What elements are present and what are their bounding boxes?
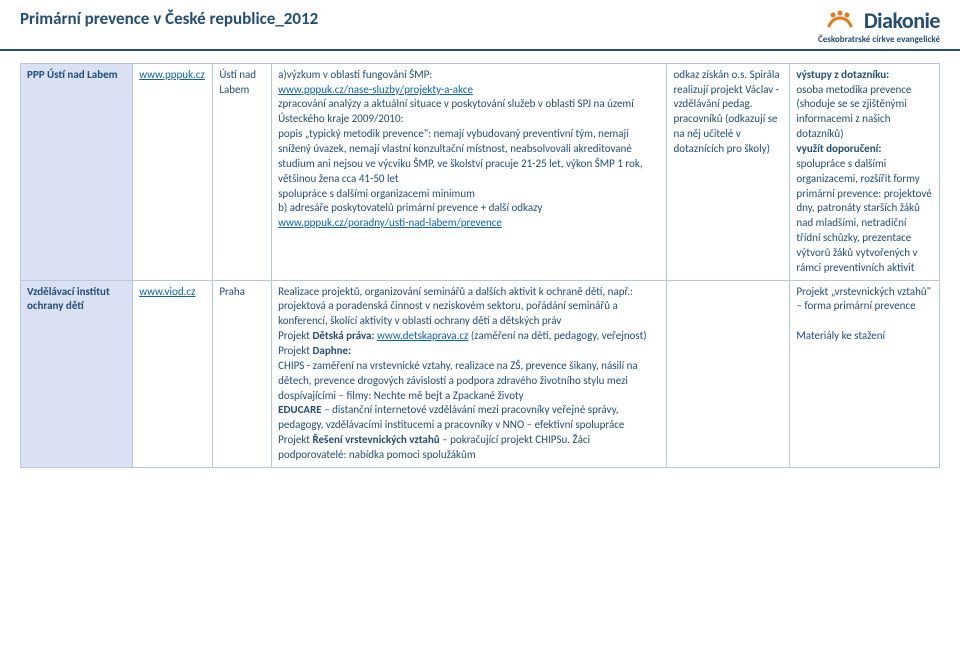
desc-text: Projekt	[278, 433, 312, 446]
logo-text: Diakonie	[864, 11, 940, 31]
desc-cell: a)výzkum v oblasti fungování ŠMP: www.pp…	[272, 63, 667, 280]
desc-text: Projekt	[278, 344, 312, 357]
out-text: osoba metodika prevence (shoduje se se z…	[796, 83, 933, 142]
desc-text: Projekt	[278, 329, 312, 342]
web-link[interactable]: www.pppuk.cz	[139, 68, 205, 81]
desc-bold: Řešení vrstevnických vztahů	[312, 433, 439, 446]
web-cell: www.pppuk.cz	[133, 63, 213, 280]
logo-subtitle: Českobratrské církve evangelické	[818, 34, 940, 45]
desc-bold: Dětská práva:	[312, 329, 377, 342]
org-cell: Vzdělávací institut ochrany dětí	[21, 280, 133, 467]
ref-cell	[667, 280, 790, 467]
table-row: PPP Ústí nad Labem www.pppuk.cz Ústí nad…	[21, 63, 940, 280]
out-heading: výstupy z dotazníku:	[796, 68, 889, 81]
out-text: Projekt „vrstevnických vztahů" – forma p…	[796, 285, 933, 315]
content-area: PPP Ústí nad Labem www.pppuk.cz Ústí nad…	[0, 51, 960, 480]
loc-cell: Praha	[213, 280, 272, 467]
desc-cell: Realizace projektů, organizování seminář…	[272, 280, 667, 467]
web-link[interactable]: www.viod.cz	[139, 285, 195, 298]
desc-text: Realizace projektů, organizování seminář…	[278, 285, 660, 330]
desc-link[interactable]: www.detskaprava.cz	[377, 329, 468, 342]
data-table: PPP Ústí nad Labem www.pppuk.cz Ústí nad…	[20, 63, 940, 468]
desc-bold: Daphne:	[312, 344, 351, 357]
logo: Diakonie Českobratrské církve evangelick…	[818, 8, 940, 45]
desc-text: – distanční internetové vzdělávání mezi …	[278, 403, 624, 431]
page-title: Primární prevence v České republice_2012	[20, 8, 318, 29]
table-row: Vzdělávací institut ochrany dětí www.vio…	[21, 280, 940, 467]
desc-bold: EDUCARE	[278, 403, 322, 416]
out-text: spolupráce s dalšími organizacemi, rozší…	[796, 157, 933, 276]
desc-link[interactable]: www.pppuk.cz/poradny/usti-nad-labem/prev…	[278, 216, 502, 229]
out-cell: Projekt „vrstevnických vztahů" – forma p…	[790, 280, 940, 467]
web-cell: www.viod.cz	[133, 280, 213, 467]
desc-text: CHIPS - zaměření na vrstevnické vztahy, …	[278, 359, 660, 404]
desc-text: (zaměření na děti, pedagogy, veřejnost)	[468, 329, 646, 342]
out-text: Materiály ke stažení	[796, 329, 933, 344]
desc-text: a)výzkum v oblasti fungování ŠMP:	[278, 68, 432, 81]
ref-cell: odkaz získán o.s. Spirála realizují proj…	[667, 63, 790, 280]
loc-cell: Ústí nad Labem	[213, 63, 272, 280]
out-cell: výstupy z dotazníku: osoba metodika prev…	[790, 63, 940, 280]
desc-text: zpracování analýzy a aktuální situace v …	[278, 97, 643, 214]
org-cell: PPP Ústí nad Labem	[21, 63, 133, 280]
page-header: Primární prevence v České republice_2012…	[0, 0, 960, 51]
desc-link[interactable]: www.pppuk.cz/nase-sluzby/projekty-a-akce	[278, 83, 473, 96]
out-heading: využít doporučení:	[796, 142, 881, 155]
logo-icon	[826, 8, 858, 33]
